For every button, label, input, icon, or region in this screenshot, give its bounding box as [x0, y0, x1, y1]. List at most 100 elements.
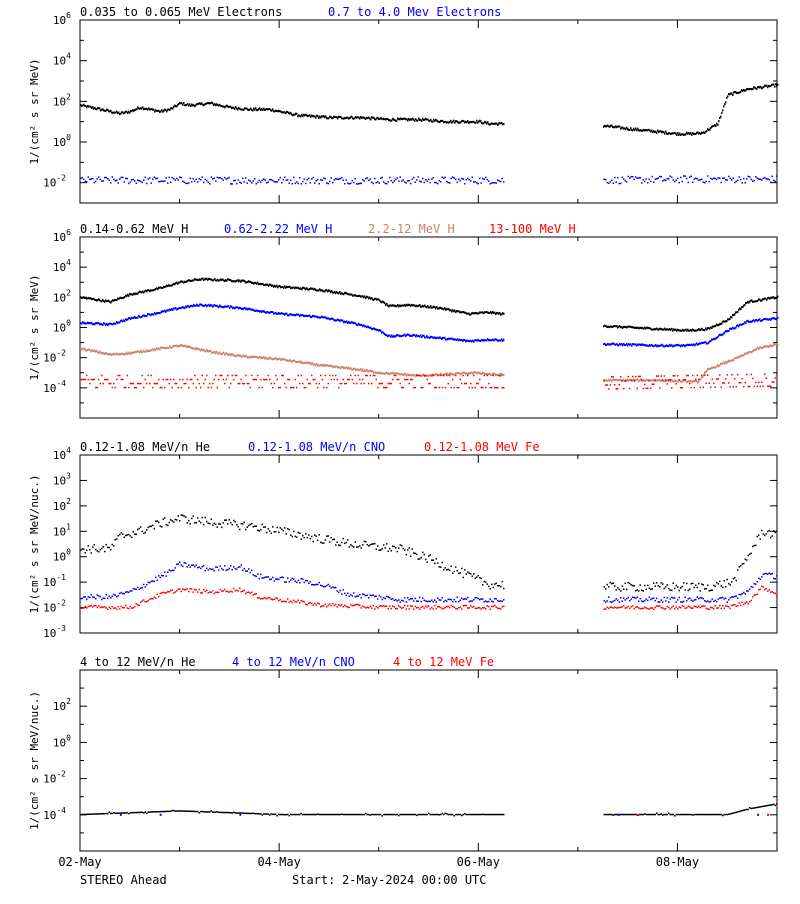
data-point	[397, 303, 399, 306]
data-point	[135, 108, 137, 111]
data-point	[264, 576, 266, 578]
data-point	[331, 317, 333, 320]
data-point	[324, 116, 326, 119]
data-point	[468, 813, 470, 816]
data-point	[134, 109, 136, 112]
data-point	[711, 589, 713, 591]
data-point	[260, 357, 262, 360]
data-point	[281, 358, 283, 361]
data-point	[643, 343, 645, 346]
data-point	[498, 312, 500, 315]
data-point	[440, 599, 442, 601]
data-point	[290, 313, 292, 316]
data-point	[654, 813, 656, 816]
data-point	[657, 177, 659, 179]
data-point	[179, 344, 181, 347]
data-point	[104, 322, 106, 325]
data-point	[711, 366, 713, 369]
data-point	[90, 105, 92, 108]
data-point	[626, 342, 628, 345]
data-point	[404, 303, 406, 306]
data-point	[80, 177, 82, 180]
data-point	[104, 353, 106, 356]
data-point	[750, 807, 752, 810]
data-point	[300, 812, 302, 815]
data-point	[234, 355, 236, 358]
data-point	[297, 374, 299, 377]
data-point	[104, 550, 106, 553]
data-point	[387, 304, 389, 307]
data-point	[732, 596, 734, 598]
data-point	[81, 597, 83, 600]
data-point	[224, 588, 226, 591]
data-point	[98, 176, 100, 178]
data-point	[675, 179, 677, 181]
data-point	[155, 348, 157, 351]
data-point	[705, 607, 707, 610]
data-point	[345, 321, 347, 324]
data-point	[759, 298, 761, 301]
data-point	[717, 324, 719, 327]
data-point	[681, 133, 683, 136]
data-point	[447, 372, 449, 375]
data-point	[104, 378, 106, 381]
data-point	[662, 180, 664, 182]
data-point	[83, 348, 85, 351]
data-point	[119, 812, 121, 814]
data-point	[432, 374, 434, 377]
data-point	[384, 597, 386, 600]
data-point	[680, 606, 682, 609]
data-point	[246, 281, 248, 284]
data-point	[618, 125, 620, 128]
data-point	[261, 179, 263, 182]
data-point	[257, 356, 259, 359]
data-point	[693, 343, 695, 346]
data-point	[660, 599, 662, 601]
data-point	[441, 307, 443, 310]
data-point	[615, 325, 617, 328]
data-point	[338, 366, 340, 369]
data-point	[678, 606, 680, 608]
data-point	[328, 317, 330, 320]
data-point	[321, 289, 323, 292]
data-point	[299, 114, 301, 117]
data-point	[201, 176, 203, 178]
data-point	[738, 602, 740, 604]
data-point	[666, 132, 668, 135]
data-point	[640, 326, 642, 329]
data-point	[186, 810, 188, 812]
data-point	[467, 339, 469, 342]
data-point	[188, 182, 190, 184]
data-point	[416, 374, 418, 377]
data-point	[276, 181, 278, 183]
data-point	[768, 529, 770, 532]
data-point	[192, 347, 194, 350]
data-point	[345, 605, 347, 608]
data-point	[617, 587, 619, 589]
data-point	[611, 376, 613, 378]
data-point	[476, 182, 478, 184]
data-point	[204, 811, 206, 813]
x-tick-label: 06-May	[457, 855, 500, 869]
data-point	[125, 177, 127, 180]
data-point	[350, 367, 352, 370]
data-point	[305, 361, 307, 364]
data-point	[258, 530, 260, 532]
data-point	[405, 118, 407, 121]
data-point	[478, 372, 480, 375]
data-point	[767, 385, 769, 387]
data-point	[102, 382, 104, 385]
data-point	[302, 314, 304, 317]
data-point	[330, 536, 332, 539]
data-point	[693, 605, 695, 608]
data-point	[688, 131, 690, 134]
data-point	[312, 115, 314, 118]
data-point	[89, 178, 91, 181]
data-point	[165, 285, 167, 288]
data-point	[116, 110, 118, 113]
data-point	[302, 382, 304, 385]
data-point	[658, 130, 660, 133]
data-point	[281, 576, 283, 578]
data-point	[112, 299, 114, 302]
data-point	[740, 593, 742, 596]
